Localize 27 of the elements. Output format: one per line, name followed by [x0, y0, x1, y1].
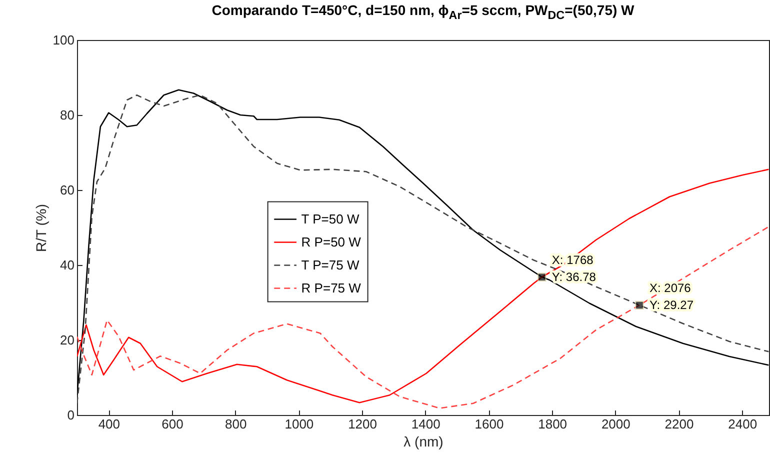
annotation: X: 2076 Y: 29.27 [649, 281, 694, 312]
legend-label: R P=50 W [301, 234, 362, 250]
y-tick-label: 100 [52, 32, 74, 48]
x-tick-label: 600 [162, 416, 184, 432]
x-tick-label: 2000 [601, 416, 630, 432]
x-tick-label: 2200 [664, 416, 694, 432]
legend-label: R P=75 W [301, 280, 362, 296]
x-axis-title: λ (nm) [404, 434, 444, 450]
x-tick-label: 1600 [474, 416, 504, 432]
chart-title: Comparando T=450°C, d=150 nm, ϕ$_{Ar}$=5 sccm, PW$_{DC}$=(50,75) W [210, 1, 636, 24]
y-tick-label: 60 [60, 182, 74, 198]
y-tick-label: 80 [60, 108, 74, 122]
x-tick-label: 1800 [538, 416, 568, 432]
x-tick-label: 1000 [284, 416, 314, 432]
legend-label: T P=50 W [301, 211, 360, 226]
y-tick-label: 40 [60, 258, 74, 272]
x-tick-label: 1400 [411, 416, 440, 432]
y-axis-title: R/T (%) [32, 204, 49, 252]
y-tick-label: 20 [60, 332, 74, 348]
x-tick-label: 400 [98, 416, 120, 432]
line-series [77, 168, 769, 404]
x-tick-label: 2400 [728, 416, 758, 432]
y-tick-label: 0 [67, 408, 74, 422]
x-tick-label: 800 [225, 416, 247, 432]
legend-label: T P=75 W [301, 257, 360, 272]
line-series [77, 226, 769, 409]
x-tick-label: 1200 [348, 416, 377, 432]
